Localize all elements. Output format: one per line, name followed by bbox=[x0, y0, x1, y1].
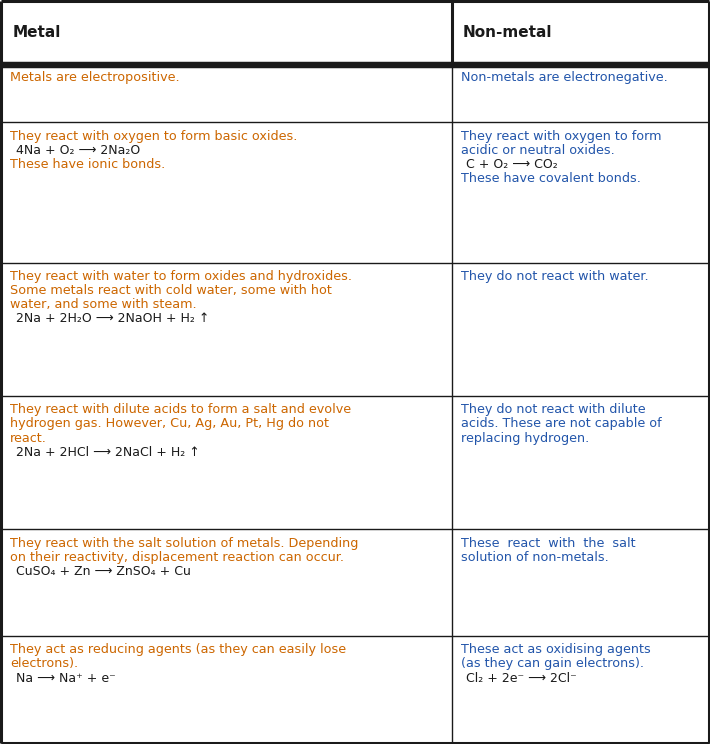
Text: electrons).: electrons). bbox=[10, 658, 78, 670]
Text: acids. These are not capable of: acids. These are not capable of bbox=[461, 417, 662, 431]
Text: They react with oxygen to form basic oxides.: They react with oxygen to form basic oxi… bbox=[10, 129, 297, 143]
Text: They react with water to form oxides and hydroxides.: They react with water to form oxides and… bbox=[10, 270, 352, 283]
Text: 2Na + 2HCl ⟶ 2NaCl + H₂ ↑: 2Na + 2HCl ⟶ 2NaCl + H₂ ↑ bbox=[16, 446, 200, 459]
Text: Metal: Metal bbox=[13, 25, 61, 40]
Text: Non-metals are electronegative.: Non-metals are electronegative. bbox=[461, 71, 667, 84]
Text: hydrogen gas. However, Cu, Ag, Au, Pt, Hg do not: hydrogen gas. However, Cu, Ag, Au, Pt, H… bbox=[10, 417, 329, 431]
Text: acidic or neutral oxides.: acidic or neutral oxides. bbox=[461, 144, 615, 157]
Text: They do not react with dilute: They do not react with dilute bbox=[461, 403, 645, 417]
Text: They react with oxygen to form: They react with oxygen to form bbox=[461, 129, 661, 143]
Text: These  react  with  the  salt: These react with the salt bbox=[461, 536, 635, 550]
Text: Na ⟶ Na⁺ + e⁻: Na ⟶ Na⁺ + e⁻ bbox=[16, 672, 115, 684]
Text: react.: react. bbox=[10, 432, 47, 445]
Text: (as they can gain electrons).: (as they can gain electrons). bbox=[461, 658, 644, 670]
Text: C + O₂ ⟶ CO₂: C + O₂ ⟶ CO₂ bbox=[466, 158, 558, 171]
Text: They react with the salt solution of metals. Depending: They react with the salt solution of met… bbox=[10, 536, 359, 550]
Text: CuSO₄ + Zn ⟶ ZnSO₄ + Cu: CuSO₄ + Zn ⟶ ZnSO₄ + Cu bbox=[16, 565, 190, 578]
Text: They react with dilute acids to form a salt and evolve: They react with dilute acids to form a s… bbox=[10, 403, 351, 417]
Text: on their reactivity, displacement reaction can occur.: on their reactivity, displacement reacti… bbox=[10, 551, 344, 564]
Text: 2Na + 2H₂O ⟶ 2NaOH + H₂ ↑: 2Na + 2H₂O ⟶ 2NaOH + H₂ ↑ bbox=[16, 312, 209, 325]
Text: Metals are electropositive.: Metals are electropositive. bbox=[10, 71, 180, 84]
Text: replacing hydrogen.: replacing hydrogen. bbox=[461, 432, 589, 445]
Text: Cl₂ + 2e⁻ ⟶ 2Cl⁻: Cl₂ + 2e⁻ ⟶ 2Cl⁻ bbox=[466, 672, 577, 684]
Text: These act as oxidising agents: These act as oxidising agents bbox=[461, 644, 650, 656]
Text: water, and some with steam.: water, and some with steam. bbox=[10, 298, 197, 311]
Text: These have ionic bonds.: These have ionic bonds. bbox=[10, 158, 165, 171]
Text: These have covalent bonds.: These have covalent bonds. bbox=[461, 172, 640, 185]
Text: solution of non-metals.: solution of non-metals. bbox=[461, 551, 608, 564]
Text: Some metals react with cold water, some with hot: Some metals react with cold water, some … bbox=[10, 284, 332, 297]
Text: 4Na + O₂ ⟶ 2Na₂O: 4Na + O₂ ⟶ 2Na₂O bbox=[16, 144, 140, 157]
Text: They act as reducing agents (as they can easily lose: They act as reducing agents (as they can… bbox=[10, 644, 346, 656]
Text: Non-metal: Non-metal bbox=[463, 25, 552, 40]
Text: They do not react with water.: They do not react with water. bbox=[461, 270, 648, 283]
